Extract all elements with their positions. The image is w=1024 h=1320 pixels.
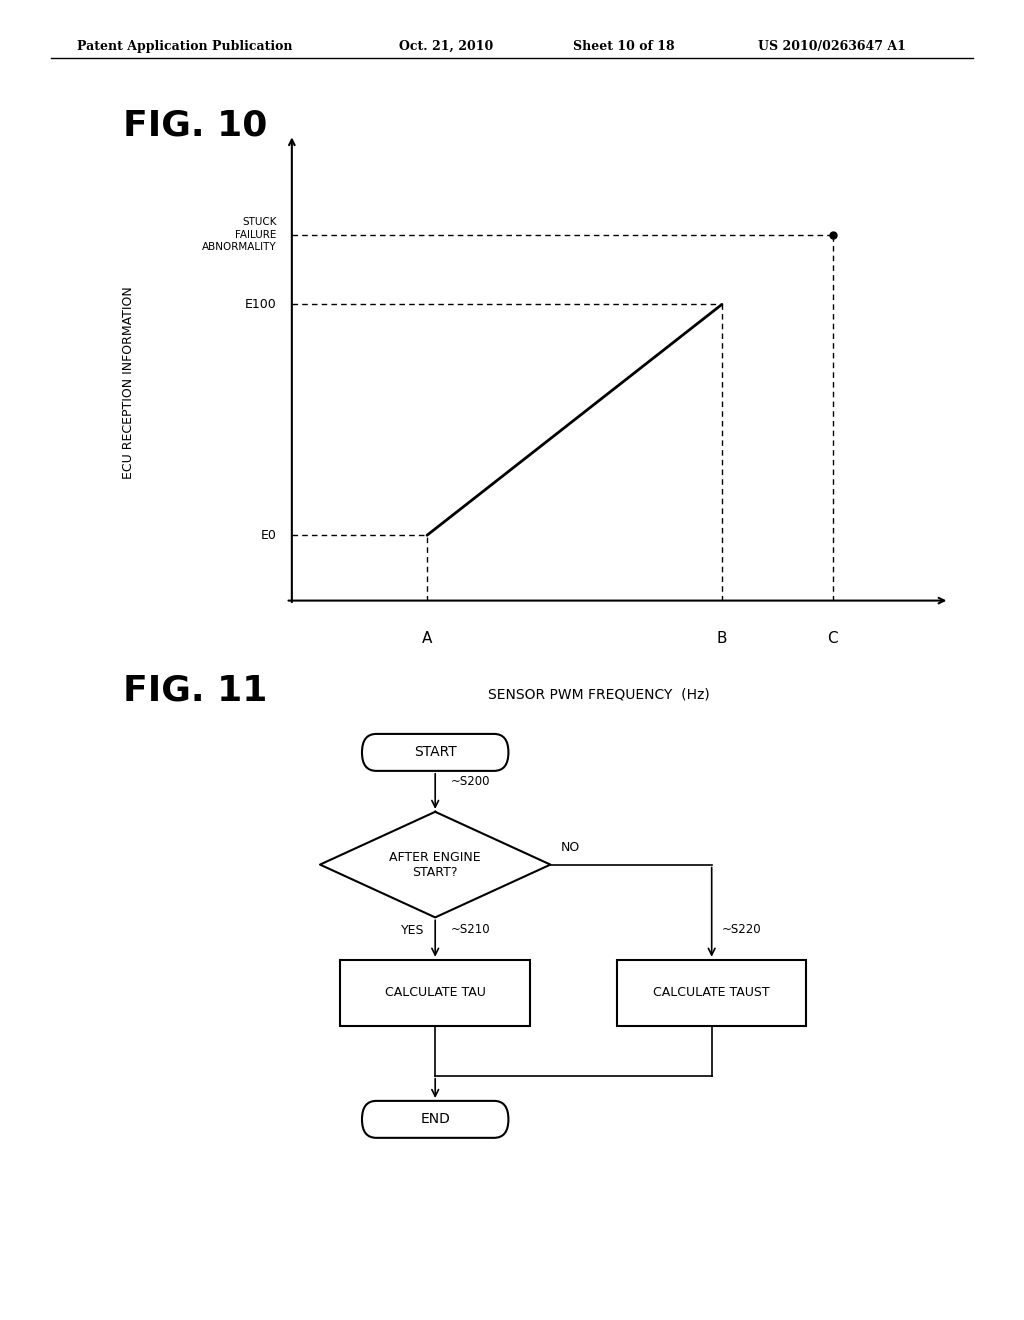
Text: CALCULATE TAU: CALCULATE TAU [385,986,485,999]
Text: C: C [827,631,838,645]
Text: NO: NO [561,841,580,854]
Text: START: START [414,746,457,759]
Text: Patent Application Publication: Patent Application Publication [77,40,292,53]
FancyBboxPatch shape [616,960,806,1026]
Text: A: A [422,631,432,645]
Text: US 2010/0263647 A1: US 2010/0263647 A1 [758,40,905,53]
Text: YES: YES [401,924,425,937]
Text: CALCULATE TAUST: CALCULATE TAUST [653,986,770,999]
Text: ~S220: ~S220 [722,923,762,936]
Text: B: B [717,631,727,645]
Text: ~S200: ~S200 [451,775,490,788]
Text: E0: E0 [260,529,276,541]
FancyBboxPatch shape [362,734,508,771]
Text: STUCK
FAILURE
ABNORMALITY: STUCK FAILURE ABNORMALITY [202,218,276,252]
Text: END: END [420,1113,451,1126]
Text: FIG. 10: FIG. 10 [123,108,267,143]
Text: ECU RECEPTION INFORMATION: ECU RECEPTION INFORMATION [122,286,134,479]
Text: AFTER ENGINE
START?: AFTER ENGINE START? [389,850,481,879]
FancyBboxPatch shape [362,1101,508,1138]
Text: SENSOR PWM FREQUENCY  (Hz): SENSOR PWM FREQUENCY (Hz) [488,688,710,702]
Text: Sheet 10 of 18: Sheet 10 of 18 [573,40,675,53]
Text: E100: E100 [245,298,276,312]
Text: FIG. 11: FIG. 11 [123,673,267,708]
FancyBboxPatch shape [340,960,530,1026]
Text: Oct. 21, 2010: Oct. 21, 2010 [399,40,494,53]
Text: ~S210: ~S210 [451,923,490,936]
